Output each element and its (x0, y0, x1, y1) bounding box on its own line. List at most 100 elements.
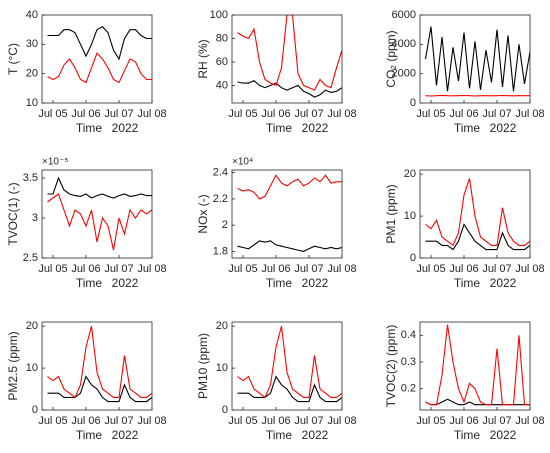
y-tick-label: 20 (26, 320, 38, 332)
panel: 0.2 0.3 0.4 Jul 05 Jul 06 Jul 07 Jul 08 Time 202… (384, 321, 545, 442)
y-axis-label: CO₂ (ppm) (384, 30, 398, 87)
x-tick-label: Jul 05 (38, 415, 67, 427)
axis-multiplier: ×10⁻⁵ (42, 157, 68, 168)
y-tick-label: 10 (216, 362, 228, 374)
y-tick-label: 0.2 (401, 383, 416, 395)
y-tick-label: 2 (222, 219, 228, 231)
x-axis-sublabel: 2022 (490, 428, 517, 442)
x-tick-label: Jul 08 (327, 415, 356, 427)
x-axis-sublabel: 2022 (302, 428, 329, 442)
axes-box (419, 321, 531, 411)
x-tick-label: Jul 05 (416, 108, 445, 120)
x-axis-label: Time (76, 276, 103, 290)
y-tick-label: 0.4 (401, 329, 416, 341)
x-tick-label: Jul 06 (71, 415, 100, 427)
axes-box (41, 321, 153, 411)
x-axis-label: Time (266, 276, 293, 290)
axes-box (231, 169, 343, 259)
x-tick-label: Jul 08 (515, 415, 544, 427)
y-tick-label: 2.4 (213, 167, 228, 179)
series-line (237, 375, 342, 403)
panel: 0 10 20 Jul 05 Jul 06 Jul 07 Jul 08 Time 2022 PM1… (196, 320, 357, 442)
x-tick-label: Jul 08 (137, 415, 166, 427)
y-tick-label: 80 (216, 32, 228, 44)
x-tick-label: Jul 07 (482, 263, 511, 275)
axis-multiplier: ×10⁴ (232, 157, 253, 168)
y-axis-label: PM2.5 (ppm) (6, 331, 20, 400)
x-axis-sublabel: 2022 (112, 276, 139, 290)
x-tick-label: Jul 08 (515, 263, 544, 275)
y-tick-label: 40 (26, 9, 38, 21)
y-tick-label: 40 (216, 79, 228, 91)
axes-box (419, 14, 531, 104)
y-tick-label: 3.5 (23, 172, 38, 184)
x-tick-label: Jul 06 (71, 108, 100, 120)
panel: 2.5 3 3.5 Jul 05 Jul 06 Jul 07 Jul 08 Time 2022 T… (6, 157, 167, 291)
y-axis-label: RH (%) (196, 39, 210, 78)
x-tick-label: Jul 06 (449, 108, 478, 120)
x-tick-label: Jul 07 (482, 415, 511, 427)
y-tick-label: 20 (404, 168, 416, 180)
x-tick-label: Jul 07 (104, 108, 133, 120)
series-line (425, 324, 530, 406)
x-tick-label: Jul 05 (228, 263, 257, 275)
x-tick-label: Jul 06 (449, 415, 478, 427)
x-tick-label: Jul 05 (38, 263, 67, 275)
panel: 0 2000 4000 6000 Jul 05 Jul 06 Jul 07 Jul 08 Tim… (384, 9, 545, 135)
panel: 0 10 20 Jul 05 Jul 06 Jul 07 Jul 08 Time 2022 PM1… (384, 168, 545, 290)
panel: 40 60 80 100 Jul 05 Jul 06 Jul 07 Jul 08 Time 202… (196, 9, 357, 135)
x-axis-label: Time (454, 428, 481, 442)
y-tick-label: 1.8 (213, 245, 228, 257)
y-tick-label: 10 (26, 97, 38, 109)
x-tick-label: Jul 08 (327, 108, 356, 120)
panel: 1.8 2 2.2 2.4 Jul 05 Jul 06 Jul 07 Jul 08 Time 20… (196, 157, 357, 291)
axes-box (41, 169, 153, 259)
x-axis-label: Time (454, 276, 481, 290)
y-tick-label: 6000 (392, 9, 416, 21)
x-tick-label: Jul 08 (137, 263, 166, 275)
y-tick-label: 60 (216, 56, 228, 68)
x-axis-label: Time (76, 428, 103, 442)
series-line (425, 178, 530, 247)
x-tick-label: Jul 08 (137, 108, 166, 120)
y-axis-label: NOx (-) (196, 194, 210, 233)
y-tick-label: 0.3 (401, 356, 416, 368)
x-tick-label: Jul 07 (294, 108, 323, 120)
y-tick-label: 0 (410, 97, 416, 109)
series-line (425, 223, 530, 251)
y-tick-label: 2.2 (213, 193, 228, 205)
panel: 0 10 20 Jul 05 Jul 06 Jul 07 Jul 08 Time 2022 PM2… (6, 320, 167, 442)
x-tick-label: Jul 06 (449, 263, 478, 275)
x-axis-sublabel: 2022 (302, 276, 329, 290)
series-line (425, 94, 530, 97)
series-line (47, 326, 152, 399)
x-axis-label: Time (76, 121, 103, 135)
x-tick-label: Jul 05 (228, 415, 257, 427)
x-axis-label: Time (454, 121, 481, 135)
y-tick-label: 10 (26, 362, 38, 374)
x-tick-label: Jul 07 (482, 108, 511, 120)
x-tick-label: Jul 06 (261, 415, 290, 427)
series-line (237, 240, 342, 252)
x-tick-label: Jul 07 (104, 263, 133, 275)
series-line (237, 15, 342, 91)
x-tick-label: Jul 05 (416, 263, 445, 275)
x-tick-label: Jul 08 (515, 108, 544, 120)
y-tick-label: 3 (32, 212, 38, 224)
x-axis-label: Time (266, 121, 293, 135)
x-tick-label: Jul 07 (104, 415, 133, 427)
x-axis-sublabel: 2022 (112, 428, 139, 442)
x-axis-label: Time (266, 428, 293, 442)
x-axis-sublabel: 2022 (490, 121, 517, 135)
y-axis-label: TVOC(2) (ppm) (384, 325, 398, 408)
axes-box (231, 321, 343, 411)
series-line (47, 52, 152, 84)
y-tick-label: 4000 (392, 38, 416, 50)
y-tick-label: 0 (222, 404, 228, 416)
series-line (237, 80, 342, 98)
series-line (424, 26, 530, 92)
x-tick-label: Jul 06 (261, 263, 290, 275)
axes-box (419, 169, 531, 259)
y-tick-label: 100 (210, 9, 228, 21)
